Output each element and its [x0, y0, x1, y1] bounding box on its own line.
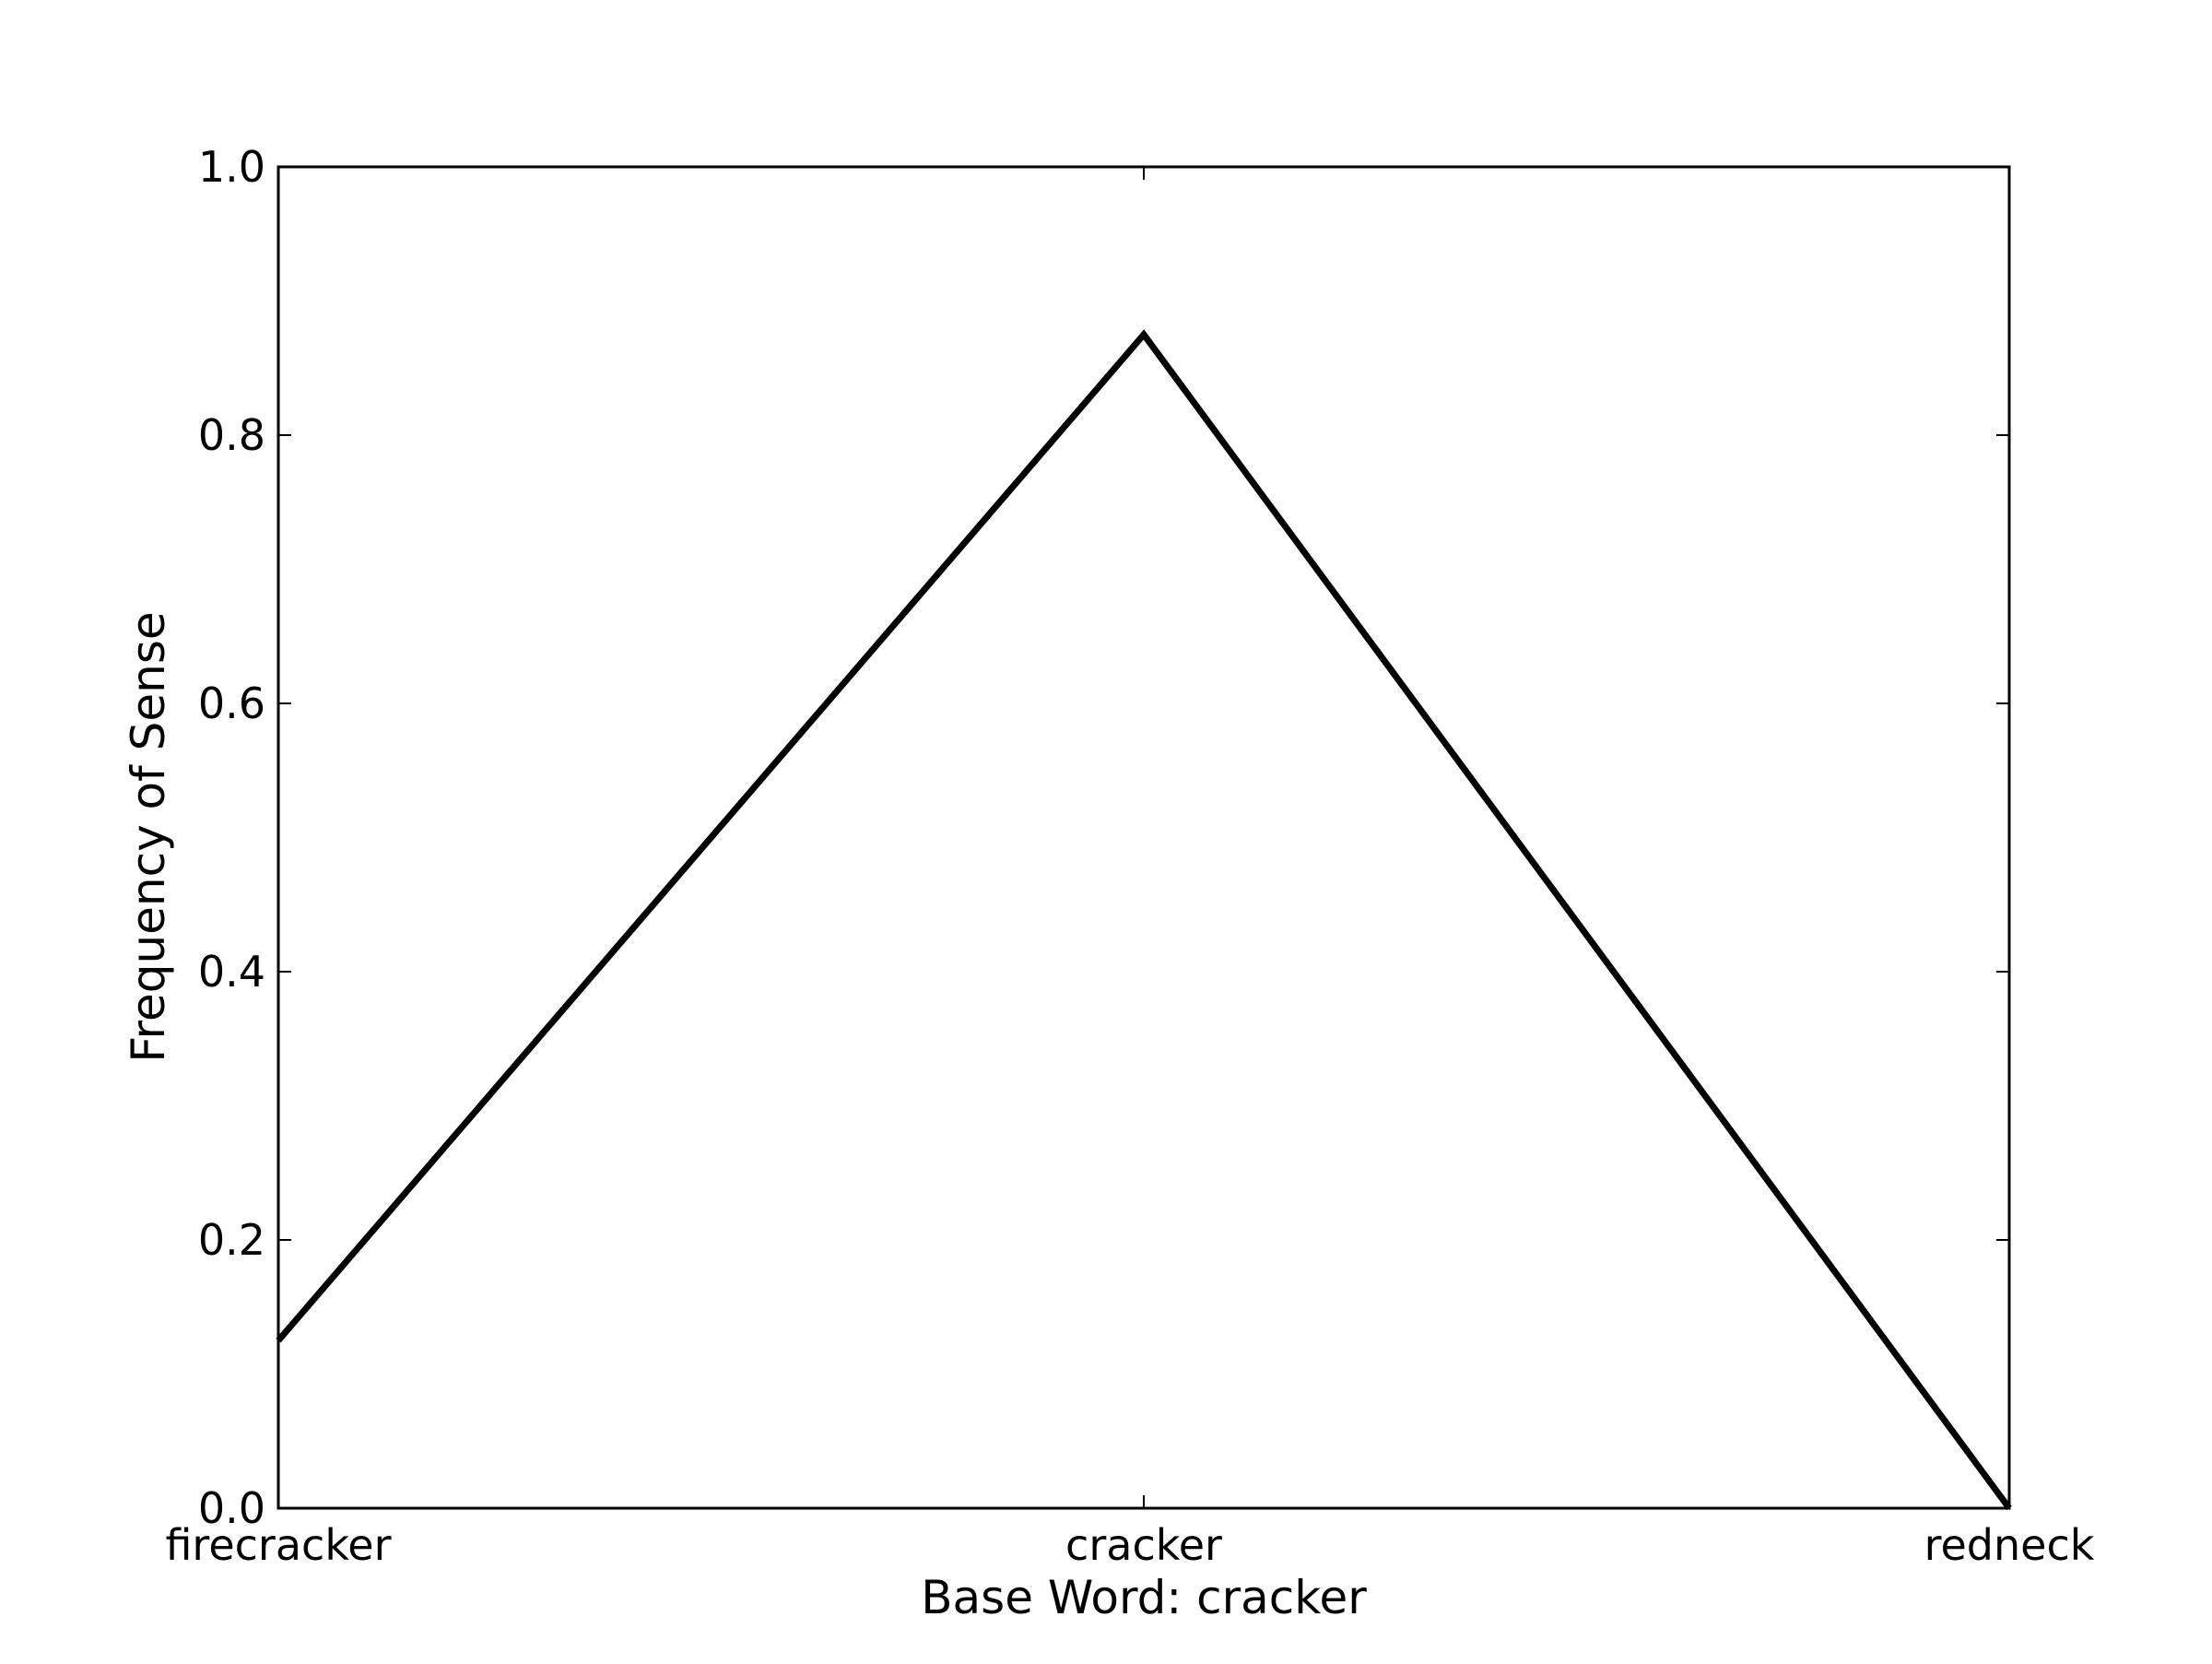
y-tick-label: 1.0 [198, 142, 265, 192]
plot-frame [278, 167, 2009, 1508]
series-line-0 [278, 335, 2009, 1508]
y-tick-label: 0.6 [198, 679, 265, 728]
x-tick-label: redneck [1924, 1520, 2095, 1570]
series-layer [278, 335, 2009, 1508]
ticks-layer [278, 167, 2009, 1508]
x-tick-label: cracker [1065, 1520, 1222, 1570]
x-tick-label: firecracker [165, 1520, 391, 1570]
y-axis-title: Frequency of Sense [122, 611, 175, 1062]
y-tick-label: 0.8 [198, 410, 265, 460]
y-tick-label: 0.2 [198, 1215, 265, 1265]
x-axis-title: Base Word: cracker [921, 1571, 1367, 1624]
y-tick-label: 0.4 [198, 947, 265, 997]
